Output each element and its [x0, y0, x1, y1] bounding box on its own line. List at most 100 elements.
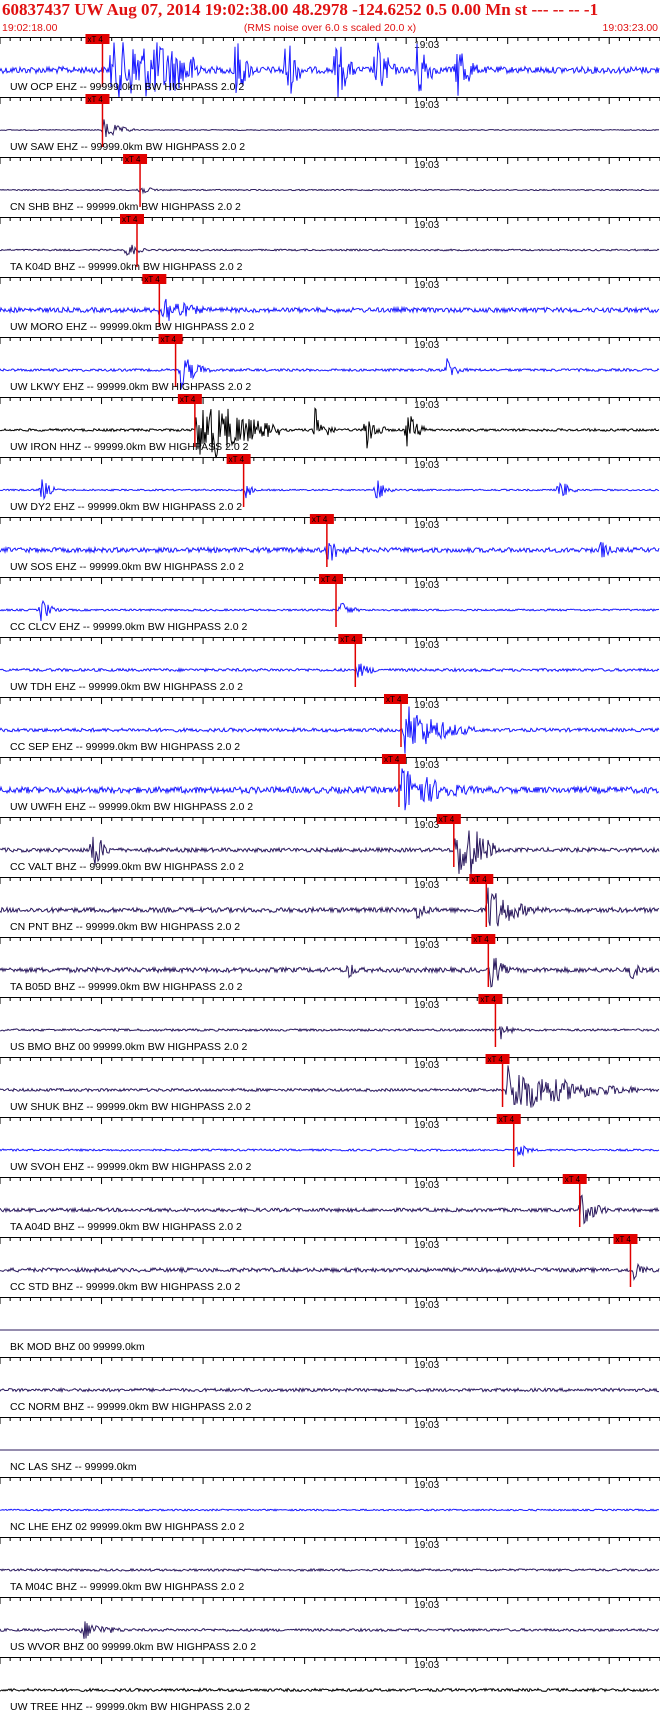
center-time-label: 19:03 — [414, 1000, 439, 1011]
waveform-trace — [0, 244, 660, 257]
center-time-label: 19:03 — [414, 520, 439, 531]
station-label: UW SVOH EHZ -- 99999.0km BW HIGHPASS 2.0… — [10, 1161, 252, 1173]
station-label: UW SAW EHZ -- 99999.0km BW HIGHPASS 2.0 … — [10, 141, 245, 153]
center-time-label: 19:03 — [414, 160, 439, 171]
start-time: 19:02:18.00 — [2, 22, 58, 34]
pick-flag — [338, 634, 363, 644]
pick-label: xT 4 — [565, 1175, 581, 1184]
waveform-trace — [0, 1687, 660, 1693]
pick-label: xT 4 — [229, 455, 245, 464]
waveform-trace — [0, 1567, 660, 1573]
waveform-trace — [0, 957, 660, 988]
pick-flag — [613, 1234, 638, 1244]
pick-label: xT 4 — [384, 755, 400, 764]
pick-flag — [469, 874, 494, 884]
waveform-trace — [0, 1025, 660, 1040]
pick-label: xT 4 — [488, 1055, 504, 1064]
pick-flag — [120, 214, 144, 224]
station-label: UW SHUK BHZ -- 99999.0km BW HIGHPASS 2.0… — [10, 1101, 251, 1113]
pick-flag — [381, 754, 406, 764]
pick-flag — [85, 94, 110, 104]
pick-flag — [226, 454, 251, 464]
pick-flag — [436, 814, 461, 824]
waveform-trace — [0, 663, 660, 678]
waveform-trace — [0, 830, 660, 876]
center-time-label: 19:03 — [414, 1360, 439, 1371]
waveform-trace — [0, 1621, 660, 1639]
center-time-label: 19:03 — [414, 760, 439, 771]
waveform-trace — [0, 1508, 659, 1512]
event-title: 60837437 UW Aug 07, 2014 19:02:38.00 48.… — [2, 0, 599, 19]
station-label: CC STD BHZ -- 99999.0km BW HIGHPASS 2.0 … — [10, 1281, 240, 1293]
plot-header: 60837437 UW Aug 07, 2014 19:02:38.00 48.… — [0, 0, 660, 37]
pick-flag — [562, 1174, 587, 1184]
pick-label: xT 4 — [480, 995, 496, 1004]
waveform-trace — [0, 479, 660, 501]
station-label: US WVOR BHZ 00 99999.0km BW HIGHPASS 2.0… — [10, 1641, 256, 1653]
waveform-trace — [0, 1194, 660, 1225]
waveform-trace — [0, 1065, 660, 1108]
center-time-label: 19:03 — [414, 1660, 439, 1671]
center-time-label: 19:03 — [414, 640, 439, 651]
waveform-trace — [0, 358, 660, 390]
center-time-label: 19:03 — [414, 1300, 439, 1311]
pick-label: xT 4 — [87, 95, 103, 104]
station-label: UW SOS EHZ -- 99999.0km BW HIGHPASS 2.0 … — [10, 561, 244, 573]
station-label: BK MOD BHZ 00 99999.0km — [10, 1341, 145, 1353]
station-label: TA B05D BHZ -- 99999.0km BW HIGHPASS 2.0… — [10, 981, 243, 993]
pick-label: xT 4 — [161, 335, 177, 344]
pick-label: xT 4 — [122, 215, 138, 224]
pick-label: xT 4 — [312, 515, 328, 524]
center-time-label: 19:03 — [414, 700, 439, 711]
station-label: TA K04D BHZ -- 99999.0km BW HIGHPASS 2.0… — [10, 261, 243, 273]
center-time-label: 19:03 — [414, 820, 439, 831]
rms-note: (RMS noise over 6.0 s scaled 20.0 x) — [243, 22, 417, 34]
center-time-label: 19:03 — [414, 100, 439, 111]
pick-label: xT 4 — [386, 695, 402, 704]
waveform-trace — [0, 1145, 660, 1157]
station-label: TA M04C BHZ -- 99999.0km BW HIGHPASS 2.0… — [10, 1581, 244, 1593]
center-time-label: 19:03 — [414, 1240, 439, 1251]
center-time-label: 19:03 — [414, 1120, 439, 1131]
center-time-label: 19:03 — [414, 460, 439, 471]
pick-flag — [177, 394, 202, 404]
pick-label: xT 4 — [180, 395, 196, 404]
waveform-trace — [0, 887, 660, 927]
station-label: NC LAS SHZ -- 99999.0km — [10, 1461, 137, 1473]
center-time-label: 19:03 — [414, 1480, 439, 1491]
pick-flag — [471, 934, 496, 944]
pick-label: xT 4 — [321, 575, 337, 584]
waveform-trace — [0, 541, 660, 561]
pick-flag — [384, 694, 408, 704]
waveform-trace — [0, 42, 660, 98]
pick-flag — [496, 1114, 521, 1124]
end-time: 19:03:23.00 — [602, 22, 658, 34]
waveform-trace — [0, 1262, 660, 1281]
waveform-trace — [0, 1387, 659, 1394]
station-label: UW TREE HHZ -- 99999.0km BW HIGHPASS 2.0… — [10, 1701, 250, 1713]
pick-flag — [158, 334, 183, 344]
center-time-label: 19:03 — [414, 880, 439, 891]
waveform-trace — [0, 298, 660, 321]
center-time-label: 19:03 — [414, 1060, 439, 1071]
pick-flag — [319, 574, 344, 584]
pick-flag — [142, 274, 167, 284]
station-label: NC LHE EHZ 02 99999.0km BW HIGHPASS 2.0 … — [10, 1521, 245, 1533]
waveform-trace — [0, 407, 660, 459]
waveform-trace — [0, 599, 660, 622]
center-time-label: 19:03 — [414, 1600, 439, 1611]
station-label: CC SEP EHZ -- 99999.0km BW HIGHPASS 2.0 … — [10, 741, 240, 753]
center-time-label: 19:03 — [414, 940, 439, 951]
center-time-label: 19:03 — [414, 280, 439, 291]
pick-label: xT 4 — [439, 815, 455, 824]
waveform-trace — [0, 119, 660, 137]
waveform-trace — [0, 768, 660, 811]
center-time-label: 19:03 — [414, 40, 439, 51]
station-label: UW UWFH EHZ -- 99999.0km BW HIGHPASS 2.0… — [10, 801, 253, 813]
station-label: US BMO BHZ 00 99999.0km BW HIGHPASS 2.0 … — [10, 1041, 247, 1053]
waveform-trace — [0, 187, 660, 195]
station-label: CC NORM BHZ -- 99999.0km BW HIGHPASS 2.0… — [10, 1401, 252, 1413]
station-label: UW LKWY EHZ -- 99999.0km BW HIGHPASS 2.0… — [10, 381, 251, 393]
pick-flag — [478, 994, 503, 1004]
